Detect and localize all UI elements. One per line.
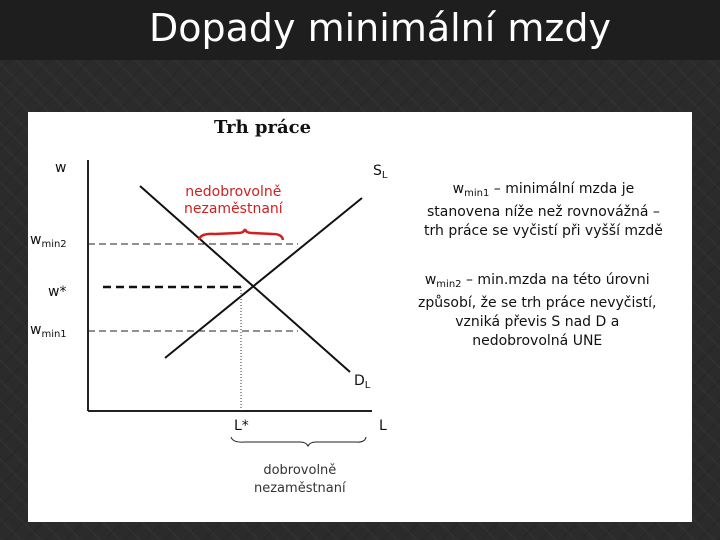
w-star-label: w* <box>48 284 67 300</box>
demand-label: DL <box>354 373 370 391</box>
note-w-min1: wmin1 – minimální mzda je stanovena níže… <box>424 180 663 241</box>
w-min2-label: wmin2 <box>30 232 67 250</box>
slide-title: Dopady minimální mzdy <box>149 6 611 50</box>
supply-label-sub: L <box>381 170 388 181</box>
x-axis-label: L <box>379 418 387 434</box>
title-bar <box>0 0 720 60</box>
note1-line3: trh práce se vyčistí při vyšší mzdě <box>424 223 663 239</box>
w-min1-sub: min1 <box>41 329 67 340</box>
involuntary-unemployed-label: nedobrovolně nezaměstnaní <box>184 184 283 218</box>
note-w-min2: wmin2 – min.mzda na této úrovni způsobí,… <box>418 271 657 351</box>
voluntary-line2: nezaměstnaní <box>254 481 346 496</box>
voluntary-line1: dobrovolně <box>263 463 337 478</box>
note1-sub: min1 <box>464 188 490 199</box>
w-min2-sub: min2 <box>41 239 67 250</box>
involuntary-line1: nedobrovolně <box>185 184 282 200</box>
note1-line1: – minimální mzda je <box>489 181 635 197</box>
note2-line2: způsobí, že se trh práce nevyčistí, <box>418 295 657 311</box>
note2-first-line: wmin2 – min.mzda na této úrovni <box>418 271 657 294</box>
demand-curve <box>139 185 351 373</box>
demand-label-sub: L <box>364 380 371 391</box>
w-min2-letter: w <box>30 232 42 248</box>
note2-line1: – min.mzda na této úrovni <box>461 272 650 288</box>
voluntary-brace <box>230 436 367 448</box>
supply-label: SL <box>373 163 387 181</box>
note1-first-line: wmin1 – minimální mzda je <box>424 180 663 203</box>
y-axis-label: w <box>55 160 67 176</box>
diagram-subtitle: Trh práce <box>214 117 312 138</box>
supply-label-letter: S <box>373 163 382 179</box>
content-panel <box>28 112 692 522</box>
note2-line3: vzniká převis S nad D a <box>455 314 620 330</box>
demand-label-letter: D <box>354 373 365 389</box>
w-min1-label: wmin1 <box>30 322 67 340</box>
w-min1-letter: w <box>30 322 42 338</box>
note2-line4: nedobrovolná UNE <box>472 333 603 349</box>
involuntary-line2: nezaměstnaní <box>184 201 283 217</box>
involuntary-brace <box>197 228 285 241</box>
voluntary-unemployed-label: dobrovolně nezaměstnaní <box>254 462 346 498</box>
note1-var: w <box>452 181 465 197</box>
note2-sub: min2 <box>436 279 462 290</box>
note2-var: w <box>424 272 437 288</box>
l-star-label: L* <box>234 418 249 434</box>
supply-curve <box>164 197 363 359</box>
note1-line2: stanovena níže než rovnovážná – <box>427 204 660 220</box>
